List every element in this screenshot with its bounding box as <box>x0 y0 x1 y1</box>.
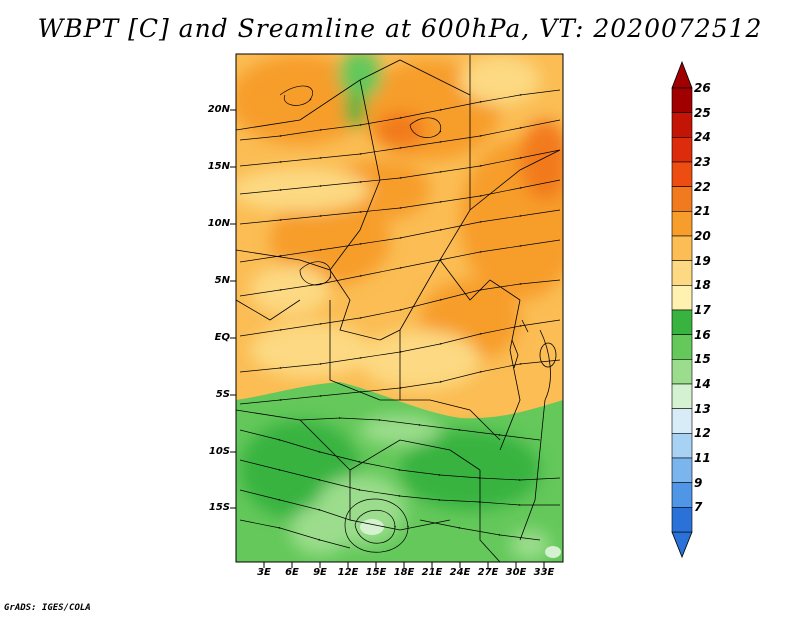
footer-credit: GrADS: IGES/COLA <box>4 603 91 613</box>
lon-label-24e: 24E <box>449 567 471 578</box>
colorbar-segment <box>671 309 693 335</box>
colorbar-bottom-arrow <box>671 531 693 559</box>
lat-label-5s: 5S <box>215 389 230 400</box>
colorbar-label: 7 <box>694 500 703 515</box>
colorbar-segment <box>671 383 693 409</box>
colorbar-segment <box>671 457 693 483</box>
lon-label-27e: 27E <box>477 567 499 578</box>
colorbar-label: 18 <box>694 278 711 293</box>
axis-ticks <box>230 109 545 568</box>
colorbar-segment <box>671 285 693 311</box>
lon-label-15e: 15E <box>365 567 387 578</box>
lat-label-eq: EQ <box>214 332 230 343</box>
colorbar-label: 17 <box>694 303 711 317</box>
colorbar-segment <box>671 260 693 286</box>
colorbar-label: 20 <box>694 229 711 243</box>
colorbar-segment <box>671 137 693 163</box>
colorbar-label: 15 <box>694 352 711 367</box>
colorbar-segment <box>671 186 693 212</box>
colorbar-segment <box>671 87 693 113</box>
colorbar-segment <box>671 211 693 237</box>
colorbar-label: 25 <box>694 105 711 120</box>
lat-label-10n: 10N <box>207 218 230 229</box>
colorbar-segment <box>671 161 693 187</box>
streamlines <box>239 85 561 553</box>
lon-label-3e: 3E <box>257 567 271 578</box>
shaded-field <box>236 54 563 562</box>
map-frame <box>235 53 564 563</box>
lon-label-21e: 21E <box>421 567 443 578</box>
colorbar-segment <box>671 359 693 385</box>
colorbar-segment <box>671 112 693 138</box>
colorbar-segment <box>671 482 693 508</box>
colorbar-segment <box>671 433 693 459</box>
lon-label-9e: 9E <box>313 567 327 578</box>
lon-label-33e: 33E <box>533 567 555 578</box>
lat-label-20n: 20N <box>207 104 230 115</box>
colorbar-label: 16 <box>694 327 711 342</box>
lat-label-5n: 5N <box>214 275 230 286</box>
lon-label-6e: 6E <box>285 567 299 578</box>
colorbar-label: 12 <box>694 426 711 441</box>
colorbar-label: 11 <box>694 451 711 465</box>
colorbar-label: 19 <box>694 253 711 268</box>
map-title: WBPT [C] and Sreamline at 600hPa, VT: 20… <box>37 14 763 43</box>
lat-label-10s: 10S <box>208 446 230 457</box>
colorbar-label: 24 <box>694 130 711 145</box>
colorbar-label: 23 <box>694 155 711 169</box>
lon-label-18e: 18E <box>393 567 415 578</box>
lon-label-30e: 30E <box>505 567 527 578</box>
colorbar-label: 14 <box>694 377 711 391</box>
colorbar-segment <box>671 334 693 360</box>
colorbar-top-arrow <box>671 60 693 89</box>
lat-label-15s: 15S <box>208 502 230 513</box>
lon-label-12e: 12E <box>337 567 359 578</box>
colorbar-label: 26 <box>694 81 711 95</box>
colorbar-segment <box>671 408 693 434</box>
colorbar-label: 22 <box>694 179 711 194</box>
colorbar-segment <box>671 235 693 261</box>
colorbar <box>671 60 693 559</box>
colorbar-label: 9 <box>694 475 703 490</box>
colorbar-label: 21 <box>694 204 711 219</box>
colorbar-segment <box>671 507 693 533</box>
colorbar-label: 13 <box>694 401 711 416</box>
lat-label-15n: 15N <box>207 161 230 172</box>
